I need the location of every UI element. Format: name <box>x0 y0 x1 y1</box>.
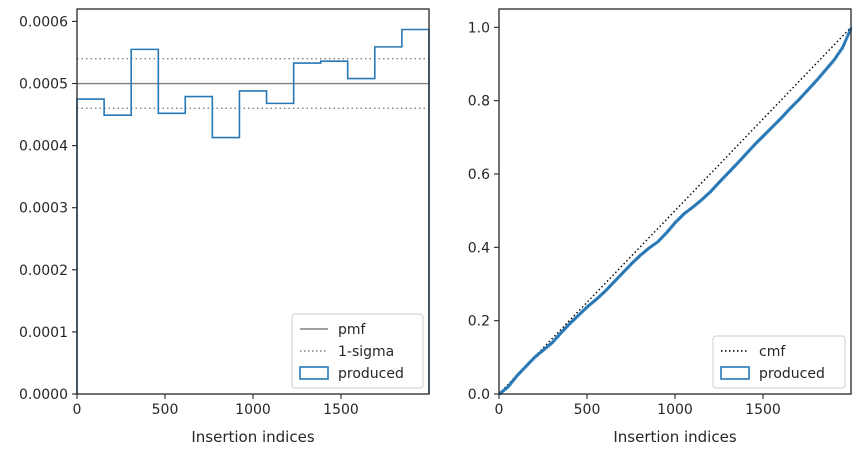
y-tick-label: 0.2 <box>468 314 490 330</box>
reference-lines <box>77 57 429 110</box>
y-tick-label: 0.0005 <box>19 77 68 93</box>
cmf-panel: 0 500 1000 1500 0.0 0.2 0.4 0.6 0.8 1.0 Insertio… <box>468 8 853 446</box>
legend-label: produced <box>759 366 825 382</box>
y-tick-label: 0.8 <box>468 94 490 110</box>
legend: pmf 1-sigma produced <box>291 313 424 389</box>
x-axis-label: Insertion indices <box>191 428 314 446</box>
y-tick-label: 0.0004 <box>19 139 68 155</box>
legend-label: 1-sigma <box>338 344 394 360</box>
series-layer <box>76 28 430 394</box>
cmf-line <box>498 26 852 395</box>
x-tick-label: 1000 <box>657 402 693 418</box>
y-tick-label: 0.4 <box>468 240 490 256</box>
y-tick-label: 0.0 <box>468 387 490 403</box>
y-tick-label: 0.6 <box>468 167 490 183</box>
legend-box <box>291 313 424 389</box>
legend-label: pmf <box>338 322 367 338</box>
legend-handle-produced <box>299 366 329 380</box>
legend-box <box>712 335 846 389</box>
x-tick-label: 1000 <box>235 402 271 418</box>
produced-cumulative <box>498 27 853 396</box>
x-tick-label: 0 <box>495 402 504 418</box>
y-axis: 0.0 0.2 0.4 0.6 0.8 1.0 <box>468 20 499 403</box>
y-tick-label: 0.0001 <box>19 325 68 341</box>
produced-histogram <box>76 28 430 394</box>
y-axis: 0.0000 0.0001 0.0002 0.0003 0.0004 0.0005 0.00… <box>19 14 77 403</box>
x-tick-label: 500 <box>152 402 179 418</box>
legend-handle-produced <box>720 366 750 380</box>
series-layer <box>498 26 853 396</box>
legend-label: produced <box>338 366 404 382</box>
y-tick-label: 1.0 <box>468 20 490 36</box>
y-tick-label: 0.0002 <box>19 263 68 279</box>
x-tick-label: 1500 <box>745 402 781 418</box>
legend-label: cmf <box>759 344 786 360</box>
x-tick-label: 500 <box>574 402 601 418</box>
pmf-panel: 0 500 1000 1500 0.00000.00010.00020.00030.0… <box>19 8 430 446</box>
x-axis-label: Insertion indices <box>613 428 736 446</box>
x-tick-label: 1500 <box>323 402 359 418</box>
legend: cmf produced <box>712 335 846 389</box>
y-tick-label: 0.0000 <box>19 387 68 403</box>
x-axis: 0 500 1000 1500 <box>73 394 359 418</box>
x-axis: 0 500 1000 1500 <box>495 394 781 418</box>
y-tick-label: 0.0003 <box>19 201 68 217</box>
y-tick-label: 0.0006 <box>19 14 68 30</box>
x-tick-label: 0 <box>73 402 82 418</box>
